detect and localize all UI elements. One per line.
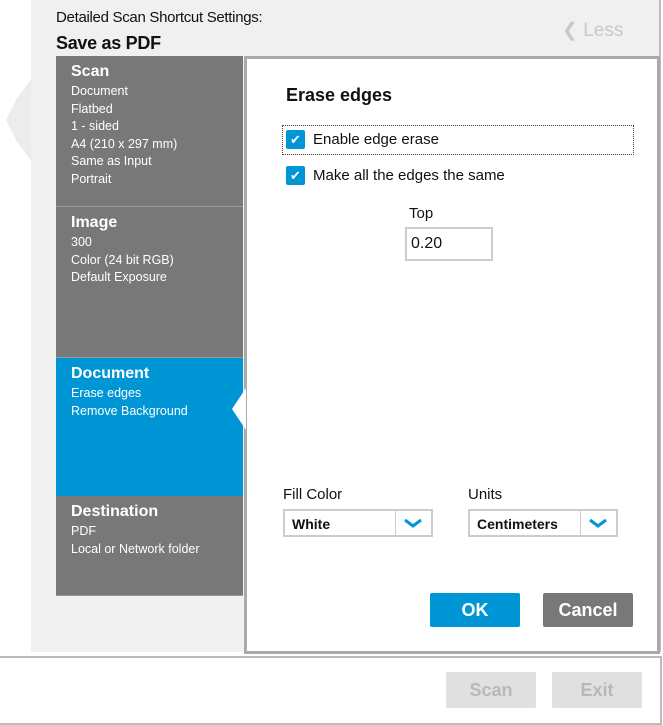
sidebar-item-detail: Remove Background [71,403,188,418]
less-button[interactable]: ❮ Less [562,19,623,42]
sidebar-item-title: Destination [71,503,159,520]
sidebar-item-detail: Document [71,84,128,98]
same-edges-label: Make all the edges the same [313,167,505,184]
erase-edges-panel: Erase edges ✔ Enable edge erase ✔ Make a… [244,56,660,654]
less-label: Less [583,20,624,41]
chevron-down-icon [580,511,616,535]
sidebar-item-detail: A4 (210 x 297 mm) [71,136,178,151]
top-input[interactable]: 0.20 [405,227,493,261]
top-label: Top [409,205,434,222]
sidebar-item-detail: Flatbed [71,101,113,116]
sidebar-item-scan[interactable]: Scan Document Flatbed 1 - sided A4 (210 x 29… [56,56,243,207]
sidebar-item-image[interactable]: Image 300 Color (24 bit RGB) Default Exposu… [56,207,243,358]
sidebar-item-detail: Erase edges [71,386,142,400]
chevron-down-icon [395,511,431,535]
ok-button[interactable]: OK [430,593,520,627]
sidebar-item-detail: Default Exposure [71,270,167,284]
units-select[interactable]: Centimeters [468,509,618,537]
cancel-button[interactable]: Cancel [543,593,633,627]
sidebar-item-detail: Same as Input [71,154,152,168]
sidebar-item-document[interactable]: Document Erase edges Remove Background [56,358,243,496]
header-subtitle: Detailed Scan Shortcut Settings: [56,9,263,26]
enable-edge-erase-checkbox[interactable]: ✔ Enable edge erase [282,125,634,155]
sidebar-item-title: Image [71,214,118,231]
sidebar-item-detail: PDF [71,524,96,538]
units-value: Centimeters [477,516,558,532]
exit-button[interactable]: Exit [552,672,642,708]
sidebar-item-detail: 300 [71,235,92,249]
fill-color-select[interactable]: White [283,509,433,537]
collapse-arrow [6,78,32,162]
sidebar: Scan Document Flatbed 1 - sided A4 (210 x 29… [56,56,243,596]
top-value: 0.20 [411,235,443,252]
sidebar-item-title: Scan [71,63,110,80]
fill-color-value: White [292,516,331,532]
footer-bar: Scan Exit [0,656,662,725]
page-title: Save as PDF [56,33,161,53]
sidebar-item-detail: Portrait [71,171,112,186]
fill-color-label: Fill Color [283,486,343,503]
checkbox-checked-icon: ✔ [286,166,305,185]
units-label: Units [468,486,503,503]
checkbox-checked-icon: ✔ [286,130,305,149]
same-edges-checkbox[interactable]: ✔ Make all the edges the same [283,163,583,189]
chevron-left-icon: ❮ [562,20,578,41]
panel-heading: Erase edges [286,85,393,105]
sidebar-item-destination[interactable]: Destination PDF Local or Network folder [56,496,243,596]
sidebar-item-detail: Color (24 bit RGB) [71,252,174,267]
sidebar-item-title: Document [71,365,150,382]
enable-edge-erase-label: Enable edge erase [313,131,439,148]
scan-button[interactable]: Scan [446,672,536,708]
sidebar-item-detail: Local or Network folder [71,541,200,556]
sidebar-item-detail: 1 - sided [71,119,119,133]
